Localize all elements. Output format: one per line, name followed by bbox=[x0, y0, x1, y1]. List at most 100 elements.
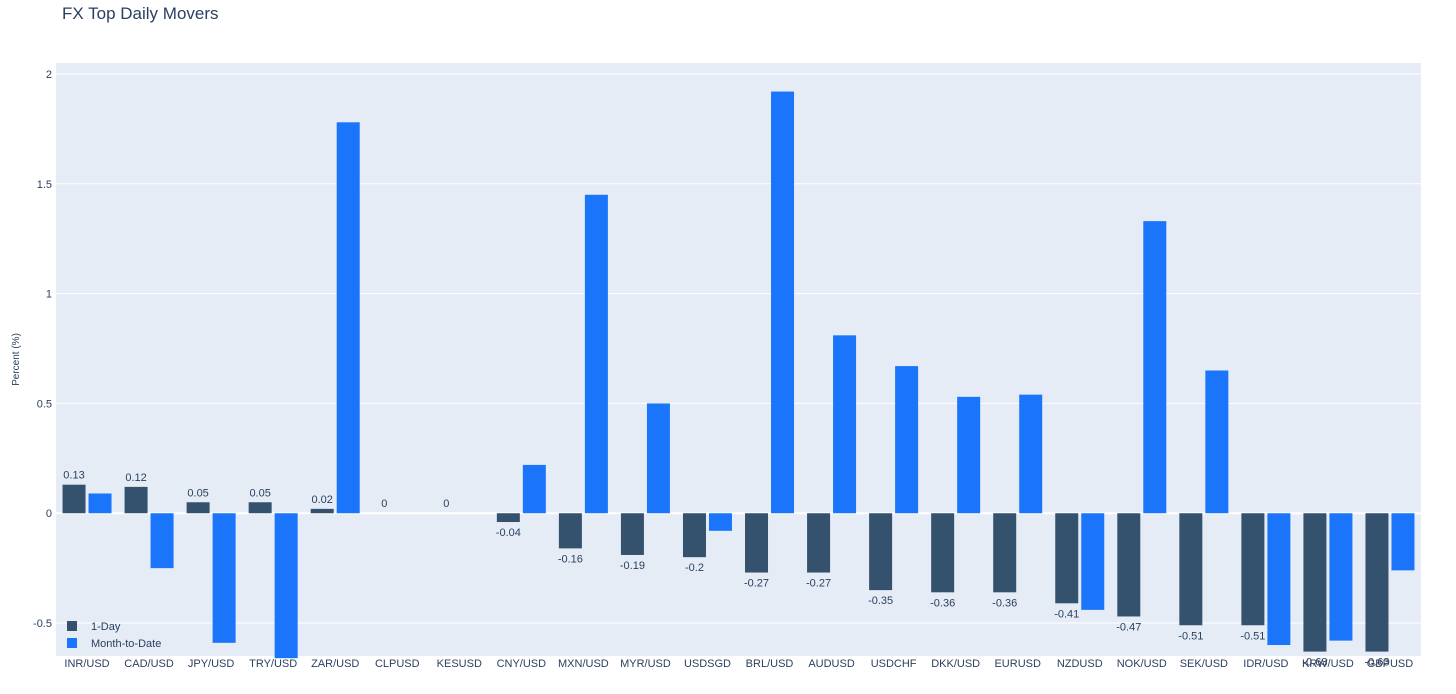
bar-1-day-idr-usd bbox=[1241, 513, 1265, 626]
bar-month-to-date-zar-usd bbox=[336, 122, 360, 514]
x-tick-label: MYR/USD bbox=[620, 658, 671, 670]
data-label: -0.16 bbox=[558, 553, 583, 565]
y-axis-title: Percent (%) bbox=[11, 333, 22, 386]
x-tick-label: GBPUSD bbox=[1367, 658, 1414, 670]
x-tick-label: SEK/USD bbox=[1180, 658, 1228, 670]
data-label: -0.36 bbox=[992, 597, 1017, 609]
x-tick-label: CLPUSD bbox=[375, 658, 420, 670]
bar-1-day-jpy-usd bbox=[186, 502, 210, 514]
data-label: 0 bbox=[381, 498, 387, 510]
data-label: -0.47 bbox=[1116, 621, 1141, 633]
bar-month-to-date-jpy-usd bbox=[212, 513, 236, 643]
bar-1-day-brl-usd bbox=[745, 513, 769, 573]
x-tick-label: DKK/USD bbox=[931, 658, 980, 670]
x-tick-label: CNY/USD bbox=[497, 658, 547, 670]
bar-month-to-date-brl-usd bbox=[771, 91, 795, 514]
x-tick-label: KRW/USD bbox=[1302, 658, 1354, 670]
y-tick-label: -0.5 bbox=[33, 618, 52, 630]
bar-1-day-cny-usd bbox=[496, 513, 520, 523]
data-label: 0 bbox=[443, 498, 449, 510]
data-label: -0.63 bbox=[1364, 657, 1389, 669]
data-label: -0.36 bbox=[930, 597, 955, 609]
y-axis-ticks: -0.5 0 0.5 1 1.5 2 bbox=[33, 69, 52, 630]
legend: 1-Day Month-to-Date bbox=[67, 621, 161, 650]
y-tick-label: 1.5 bbox=[37, 179, 52, 191]
bar-month-to-date-krw-usd bbox=[1329, 513, 1353, 641]
bar-month-to-date-mxn-usd bbox=[584, 194, 608, 514]
y-tick-label: 2 bbox=[46, 69, 52, 81]
legend-label: Month-to-Date bbox=[91, 638, 161, 650]
bar-month-to-date-eurusd bbox=[1019, 394, 1043, 514]
bar-month-to-date-usdsgd bbox=[708, 513, 732, 531]
bar-1-day-krw-usd bbox=[1303, 513, 1327, 652]
bar-month-to-date-myr-usd bbox=[646, 403, 670, 514]
x-tick-label: USDSGD bbox=[684, 658, 731, 670]
bar-1-day-try-usd bbox=[248, 502, 272, 514]
x-tick-label: TRY/USD bbox=[249, 658, 297, 670]
x-tick-label: IDR/USD bbox=[1243, 658, 1288, 670]
x-tick-label: CAD/USD bbox=[124, 658, 174, 670]
data-label: -0.51 bbox=[1240, 630, 1265, 642]
x-tick-label: JPY/USD bbox=[188, 658, 235, 670]
legend-swatch bbox=[67, 638, 77, 648]
bar-1-day-myr-usd bbox=[620, 513, 644, 555]
bar-1-day-mxn-usd bbox=[558, 513, 582, 549]
data-label: 0.12 bbox=[125, 472, 146, 484]
data-label: 0.13 bbox=[63, 470, 84, 482]
data-label: -0.19 bbox=[620, 560, 645, 572]
plot-area bbox=[56, 63, 1421, 656]
bar-month-to-date-nok-usd bbox=[1143, 221, 1167, 514]
bar-month-to-date-nzdusd bbox=[1081, 513, 1105, 610]
x-tick-label: KESUSD bbox=[437, 658, 482, 670]
bar-month-to-date-cad-usd bbox=[150, 513, 174, 569]
data-label: -0.63 bbox=[1302, 657, 1327, 669]
x-tick-label: INR/USD bbox=[64, 658, 109, 670]
chart-title: FX Top Daily Movers bbox=[62, 4, 219, 23]
bar-1-day-audusd bbox=[807, 513, 831, 573]
bar-1-day-gbpusd bbox=[1365, 513, 1389, 652]
bar-1-day-nzdusd bbox=[1055, 513, 1079, 604]
bar-month-to-date-dkk-usd bbox=[957, 396, 981, 514]
legend-label: 1-Day bbox=[91, 621, 121, 633]
bar-month-to-date-gbpusd bbox=[1391, 513, 1415, 571]
data-label: -0.2 bbox=[685, 562, 704, 574]
data-label: -0.35 bbox=[868, 595, 893, 607]
bars bbox=[62, 91, 1415, 659]
bar-1-day-sek-usd bbox=[1179, 513, 1203, 626]
x-tick-label: ZAR/USD bbox=[311, 658, 359, 670]
bar-1-day-cad-usd bbox=[124, 486, 148, 514]
x-tick-label: MXN/USD bbox=[558, 658, 609, 670]
x-tick-label: NOK/USD bbox=[1117, 658, 1167, 670]
bar-month-to-date-audusd bbox=[833, 335, 857, 514]
x-axis-ticks: INR/USD CAD/USD JPY/USD TRY/USD ZAR/USD CLPUS… bbox=[64, 658, 1413, 670]
data-labels: 0.13 0.12 0.05 0.05 0.02 0 0 -0.04 -0.16 -0.19 -0.… bbox=[63, 470, 1389, 669]
data-label: 0.02 bbox=[311, 494, 332, 506]
x-tick-label: BRL/USD bbox=[746, 658, 794, 670]
x-tick-label: USDCHF bbox=[871, 658, 917, 670]
data-label: 0.05 bbox=[187, 487, 208, 499]
bar-1-day-eurusd bbox=[993, 513, 1017, 593]
bar-month-to-date-cny-usd bbox=[522, 464, 546, 514]
bar-1-day-usdsgd bbox=[682, 513, 706, 558]
legend-swatch bbox=[67, 621, 77, 631]
bar-month-to-date-usdchf bbox=[895, 366, 919, 514]
bar-1-day-dkk-usd bbox=[931, 513, 955, 593]
bar-month-to-date-idr-usd bbox=[1267, 513, 1291, 646]
data-label: -0.27 bbox=[744, 578, 769, 590]
bar-1-day-usdchf bbox=[869, 513, 893, 591]
data-label: -0.51 bbox=[1178, 630, 1203, 642]
data-label: 0.05 bbox=[249, 487, 270, 499]
bar-month-to-date-inr-usd bbox=[88, 493, 112, 514]
y-tick-label: 1 bbox=[46, 289, 52, 301]
y-tick-label: 0.5 bbox=[37, 398, 52, 410]
bar-month-to-date-try-usd bbox=[274, 513, 298, 659]
data-label: -0.41 bbox=[1054, 608, 1079, 620]
data-label: -0.04 bbox=[496, 527, 521, 539]
bar-month-to-date-sek-usd bbox=[1205, 370, 1229, 514]
y-tick-label: 0 bbox=[46, 508, 52, 520]
data-label: -0.27 bbox=[806, 578, 831, 590]
bar-1-day-inr-usd bbox=[62, 484, 86, 514]
bar-1-day-zar-usd bbox=[310, 508, 334, 514]
x-tick-label: NZDUSD bbox=[1057, 658, 1103, 670]
